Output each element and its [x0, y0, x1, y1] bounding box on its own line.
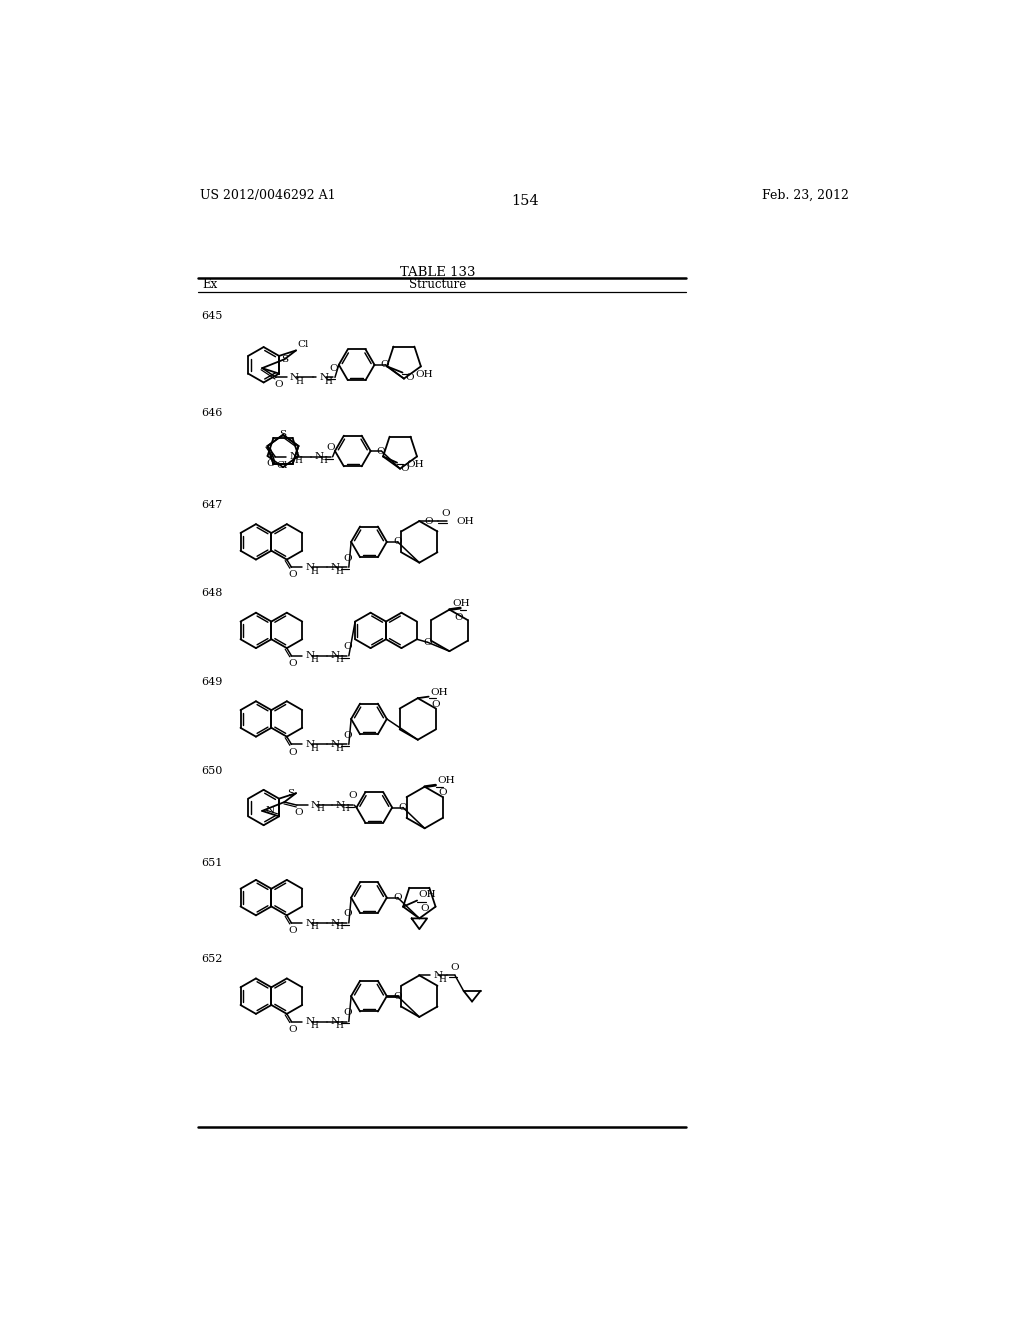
Text: OH: OH [419, 890, 436, 899]
Text: H: H [438, 974, 446, 983]
Text: H: H [336, 1020, 343, 1030]
Text: N: N [310, 801, 319, 809]
Text: O: O [343, 553, 351, 562]
Text: H: H [311, 655, 318, 664]
Text: O: O [377, 446, 385, 455]
Text: 646: 646 [202, 408, 223, 417]
Text: O: O [343, 642, 351, 651]
Text: O: O [441, 510, 450, 517]
Text: O: O [432, 700, 440, 709]
Text: 645: 645 [202, 312, 223, 321]
Text: Ex: Ex [203, 279, 218, 292]
Text: S: S [280, 430, 287, 440]
Text: O: O [348, 792, 357, 800]
Text: 652: 652 [202, 954, 223, 964]
Text: N: N [330, 651, 339, 660]
Text: 647: 647 [202, 500, 223, 510]
Text: 648: 648 [202, 589, 223, 598]
Text: O: O [329, 363, 338, 372]
Text: N: N [330, 741, 339, 748]
Text: O: O [294, 808, 303, 817]
Text: N: N [305, 562, 314, 572]
Text: O: O [343, 909, 351, 919]
Text: 651: 651 [202, 858, 223, 869]
Text: OH: OH [407, 459, 424, 469]
Text: N: N [330, 919, 339, 928]
Text: N: N [305, 1018, 314, 1026]
Text: 650: 650 [202, 766, 223, 776]
Text: H: H [325, 376, 333, 385]
Text: N: N [305, 919, 314, 928]
Text: OH: OH [453, 599, 470, 609]
Text: O: O [451, 964, 460, 972]
Text: 154: 154 [511, 194, 539, 207]
Text: N: N [330, 562, 339, 572]
Text: O: O [423, 638, 432, 647]
Text: H: H [311, 743, 318, 752]
Text: O: O [289, 747, 297, 756]
Text: H: H [319, 457, 328, 465]
Text: O: O [343, 1008, 351, 1016]
Text: N: N [319, 372, 329, 381]
Text: N: N [330, 1018, 339, 1026]
Text: O: O [327, 444, 336, 451]
Text: O: O [381, 360, 389, 370]
Text: 649: 649 [202, 677, 223, 686]
Text: OH: OH [457, 516, 474, 525]
Text: N: N [305, 651, 314, 660]
Text: O: O [289, 570, 297, 579]
Text: OH: OH [430, 688, 447, 697]
Text: H: H [316, 804, 324, 813]
Text: N: N [290, 372, 299, 381]
Text: H: H [311, 923, 318, 932]
Text: S: S [288, 788, 295, 797]
Text: H: H [311, 1020, 318, 1030]
Text: N: N [289, 453, 298, 461]
Text: US 2012/0046292 A1: US 2012/0046292 A1 [200, 189, 336, 202]
Text: H: H [311, 566, 318, 576]
Text: O: O [393, 894, 401, 902]
Text: Structure: Structure [410, 279, 467, 292]
Text: O: O [406, 374, 414, 383]
Text: O: O [424, 516, 432, 525]
Text: O: O [398, 803, 407, 812]
Text: O: O [393, 991, 401, 1001]
Text: H: H [296, 376, 303, 385]
Text: N: N [314, 453, 324, 461]
Text: Cl: Cl [276, 461, 288, 470]
Text: O: O [343, 731, 351, 739]
Text: O: O [400, 465, 409, 474]
Text: H: H [341, 804, 349, 813]
Text: O: O [289, 927, 297, 935]
Text: H: H [336, 923, 343, 932]
Text: N: N [305, 741, 314, 748]
Text: O: O [420, 904, 429, 912]
Text: O: O [289, 1024, 297, 1034]
Text: N: N [433, 972, 442, 979]
Text: O: O [266, 459, 274, 469]
Text: Cl: Cl [298, 339, 309, 348]
Text: H: H [295, 457, 302, 465]
Text: H: H [336, 566, 343, 576]
Text: O: O [289, 659, 297, 668]
Text: O: O [274, 380, 284, 389]
Text: Feb. 23, 2012: Feb. 23, 2012 [762, 189, 849, 202]
Text: OH: OH [437, 776, 455, 785]
Text: N: N [265, 807, 274, 816]
Text: OH: OH [415, 370, 432, 379]
Text: TABLE 133: TABLE 133 [400, 265, 476, 279]
Text: O: O [454, 612, 463, 622]
Text: O: O [438, 788, 447, 797]
Text: H: H [336, 655, 343, 664]
Text: H: H [336, 743, 343, 752]
Text: S: S [282, 355, 289, 364]
Text: N: N [336, 801, 345, 809]
Text: O: O [393, 537, 401, 546]
